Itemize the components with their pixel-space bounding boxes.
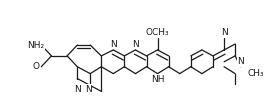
Text: N: N: [132, 40, 139, 49]
Text: N: N: [110, 40, 117, 49]
Text: N: N: [74, 85, 81, 94]
Text: OCH₃: OCH₃: [146, 28, 169, 37]
Text: N: N: [85, 85, 92, 94]
Text: CH₃: CH₃: [247, 69, 264, 78]
Text: N: N: [221, 28, 227, 37]
Text: O: O: [32, 62, 39, 71]
Text: NH₂: NH₂: [27, 41, 44, 50]
Text: N: N: [237, 57, 244, 66]
Text: NH: NH: [151, 75, 164, 84]
